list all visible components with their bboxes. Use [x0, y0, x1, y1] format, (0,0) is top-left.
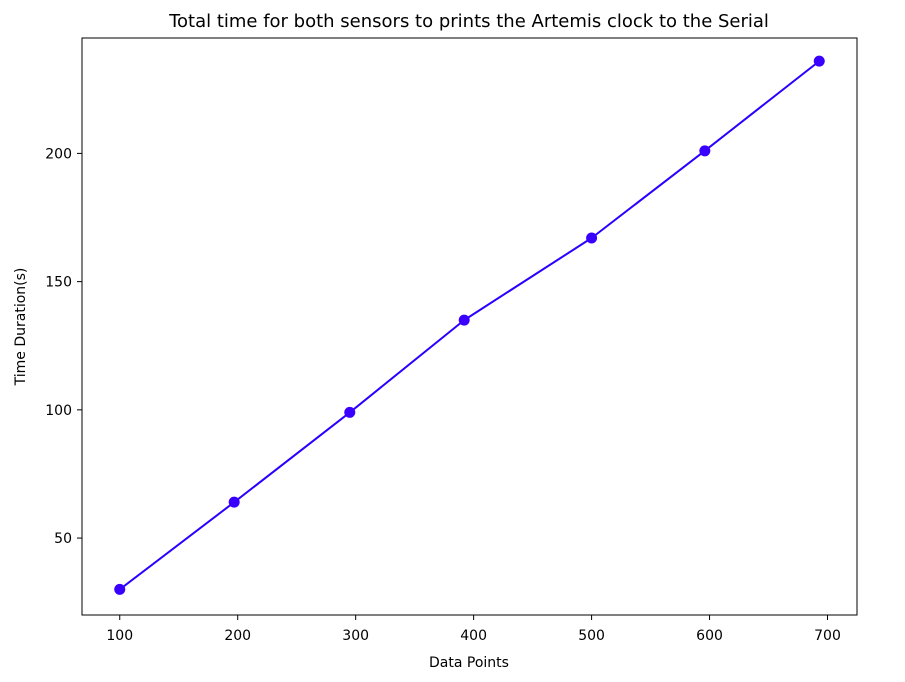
x-tick-label: 700 [814, 628, 841, 644]
y-tick-label: 150 [45, 275, 72, 291]
chart-title: Total time for both sensors to prints th… [168, 11, 769, 32]
x-axis: 100 200 300 400 500 600 700 [106, 615, 841, 644]
data-point [586, 232, 598, 244]
data-point [458, 314, 470, 326]
y-axis-label: Time Duration(s) [13, 268, 29, 387]
x-axis-label: Data Points [429, 655, 509, 671]
data-point [114, 583, 126, 595]
x-tick-label: 100 [106, 628, 133, 644]
data-point [813, 55, 825, 67]
data-series [114, 55, 825, 595]
y-tick-label: 50 [54, 531, 72, 547]
x-tick-label: 300 [342, 628, 369, 644]
y-axis: 50 100 150 200 [45, 146, 82, 547]
y-tick-label: 100 [45, 403, 72, 419]
data-point [344, 406, 356, 418]
y-tick-label: 200 [45, 146, 72, 162]
data-point [699, 145, 711, 157]
x-tick-label: 600 [696, 628, 723, 644]
x-tick-label: 200 [224, 628, 251, 644]
x-tick-label: 400 [460, 628, 487, 644]
x-tick-label: 500 [578, 628, 605, 644]
data-point [228, 496, 240, 508]
